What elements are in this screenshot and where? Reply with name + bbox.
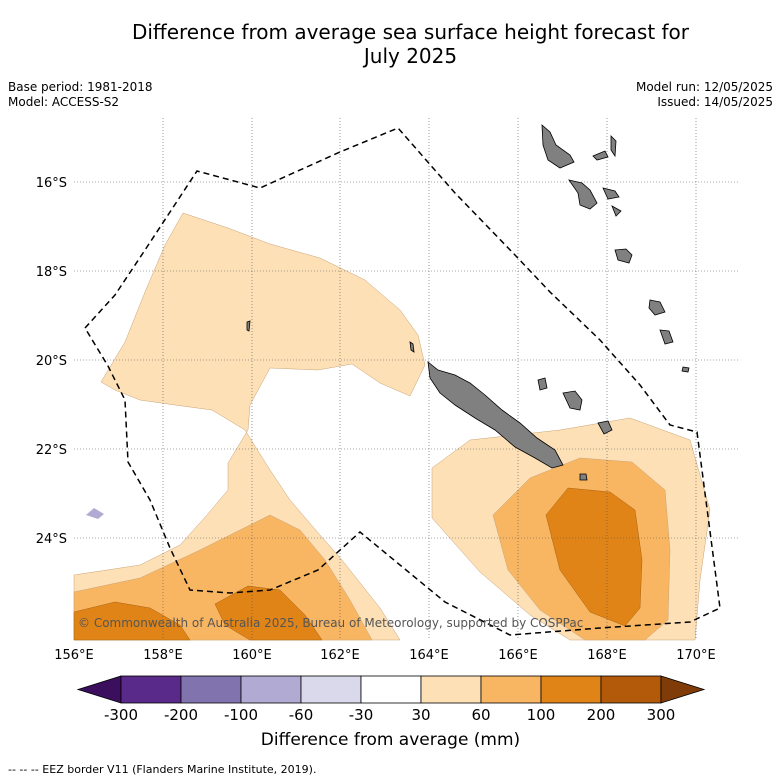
island-east-2 bbox=[659, 329, 674, 345]
meta-left: Base period: 1981-2018 Model: ACCESS-S2 bbox=[8, 80, 153, 110]
vanuatu-islet-3 bbox=[602, 187, 620, 200]
lon-label: 168°E bbox=[587, 648, 627, 663]
lon-tick-labels: 156°E 158°E 160°E 162°E 164°E 166°E 168°… bbox=[54, 648, 716, 663]
model-run: Model run: 12/05/2025 bbox=[635, 80, 773, 94]
title-line-1: Difference from average sea surface heig… bbox=[131, 20, 690, 44]
gridlines bbox=[74, 118, 739, 640]
colorbar bbox=[76, 675, 706, 704]
vanuatu-islet-4 bbox=[611, 205, 622, 217]
lon-label: 164°E bbox=[409, 648, 449, 663]
colorbar-arrow-max bbox=[660, 675, 706, 704]
colorbar-title: Difference from average (mm) bbox=[260, 730, 521, 750]
anomaly-negative-patch bbox=[86, 508, 104, 519]
model-name: Model: ACCESS-S2 bbox=[8, 95, 120, 109]
lon-label: 166°E bbox=[498, 648, 538, 663]
colorbar-swatch bbox=[180, 675, 242, 704]
lon-label: 160°E bbox=[232, 648, 272, 663]
new-caledonia bbox=[427, 361, 564, 469]
vanuatu-south bbox=[614, 248, 633, 264]
colorbar-tick-label: 300 bbox=[647, 706, 676, 724]
colorbar-swatch bbox=[420, 675, 482, 704]
eez-border bbox=[84, 127, 721, 636]
lat-label: 22°S bbox=[36, 443, 67, 458]
colorbar-labels: -300 -200 -100 -60 -30 30 60 100 200 300 bbox=[104, 706, 675, 724]
colorbar-tick-label: 100 bbox=[527, 706, 556, 724]
colorbar-tick-label: -300 bbox=[104, 706, 138, 724]
colorbar-tick-label: 60 bbox=[471, 706, 490, 724]
anomaly-100-200-west bbox=[73, 585, 323, 641]
reef-islet bbox=[409, 341, 415, 353]
map-title: Difference from average sea surface heig… bbox=[0, 20, 781, 68]
copyright-notice: © Commonwealth of Australia 2025, Bureau… bbox=[78, 616, 583, 630]
colorbar-tick-label: -100 bbox=[224, 706, 258, 724]
colorbar-swatch bbox=[540, 675, 602, 704]
lon-label: 170°E bbox=[676, 648, 716, 663]
issued-date: Issued: 14/05/2025 bbox=[657, 95, 773, 109]
lon-label: 156°E bbox=[54, 648, 94, 663]
colorbar-arrow-min bbox=[76, 675, 122, 704]
vanuatu-islet-1 bbox=[592, 150, 609, 161]
colorbar-tick-label: -30 bbox=[349, 706, 374, 724]
lat-label: 18°S bbox=[36, 265, 67, 280]
isle-of-pines bbox=[579, 473, 588, 481]
colorbar-swatch bbox=[300, 675, 362, 704]
colorbar-swatch bbox=[240, 675, 302, 704]
colorbar-swatch bbox=[120, 675, 182, 704]
colorbar-tick-label: -60 bbox=[289, 706, 314, 724]
lat-label: 20°S bbox=[36, 354, 67, 369]
eez-legend-note: -- -- -- EEZ border V11 (Flanders Marine… bbox=[8, 763, 317, 776]
colorbar-tick-label: 200 bbox=[587, 706, 616, 724]
island-east-3 bbox=[681, 366, 690, 373]
chesterfield-islet bbox=[246, 320, 251, 332]
title-line-2: July 2025 bbox=[363, 44, 458, 68]
vanuatu-north bbox=[541, 124, 575, 169]
map-area: © Commonwealth of Australia 2025, Bureau… bbox=[73, 118, 739, 641]
lat-tick-labels: 16°S 18°S 20°S 22°S 24°S bbox=[36, 176, 67, 547]
colorbar-swatch bbox=[480, 675, 542, 704]
land-masses bbox=[246, 124, 690, 481]
anomaly-30-60-west bbox=[73, 212, 426, 641]
colorbar-tick-label: 30 bbox=[411, 706, 430, 724]
colorbar-tick-label: -200 bbox=[164, 706, 198, 724]
meta-right: Model run: 12/05/2025 Issued: 14/05/2025 bbox=[636, 80, 773, 110]
lat-label: 16°S bbox=[36, 176, 67, 191]
vanuatu-mid bbox=[568, 179, 598, 210]
colorbar-swatch bbox=[360, 675, 422, 704]
lat-label: 24°S bbox=[36, 532, 67, 547]
lon-label: 162°E bbox=[320, 648, 360, 663]
loyalty-islands bbox=[537, 377, 613, 435]
island-east-1 bbox=[648, 299, 666, 316]
base-period: Base period: 1981-2018 bbox=[8, 80, 153, 94]
colorbar-swatch bbox=[600, 675, 662, 704]
anomaly-100-200-east bbox=[545, 487, 643, 627]
lon-label: 158°E bbox=[143, 648, 183, 663]
vanuatu-islet-2 bbox=[610, 135, 617, 158]
